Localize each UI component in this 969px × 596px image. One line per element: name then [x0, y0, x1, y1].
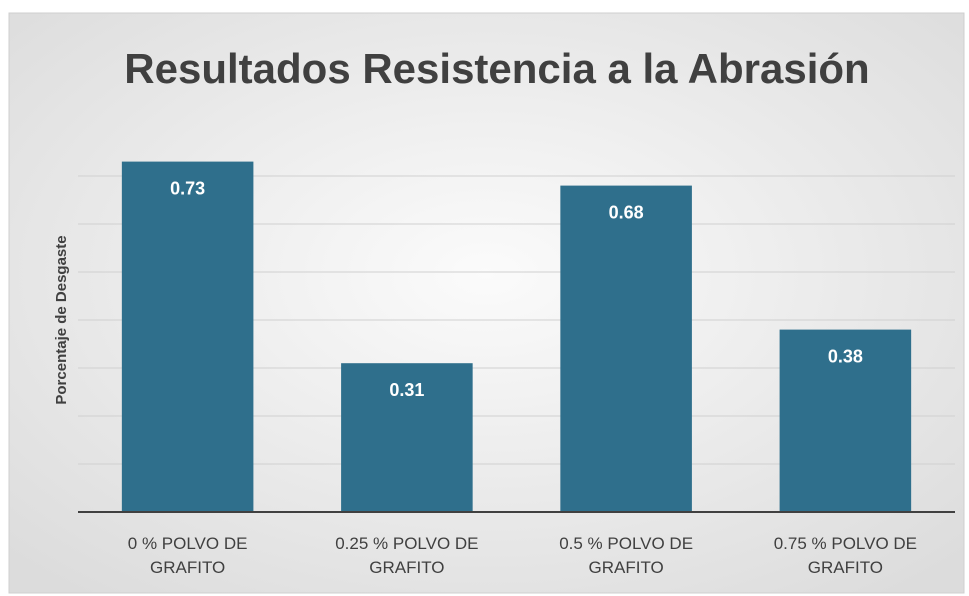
y-axis-label: Porcentaje de Desgaste: [53, 235, 70, 404]
data-label: 0.68: [609, 202, 644, 222]
x-tick-label: 0.75 % POLVO DE GRAFITO: [773, 534, 918, 577]
bar: [341, 363, 473, 512]
x-tick-label: 0.5 % POLVO DE GRAFITO: [559, 534, 694, 577]
chart-title: Resultados Resistencia a la Abrasión: [124, 45, 869, 92]
x-tick-label: 0 % POLVO DE GRAFITO: [127, 534, 248, 577]
data-label: 0.38: [828, 346, 863, 366]
x-tick-label: 0.25 % POLVO DE GRAFITO: [335, 534, 479, 577]
bar: [779, 329, 912, 512]
data-label: 0.73: [170, 178, 205, 198]
data-label: 0.31: [389, 380, 424, 400]
bar: [560, 185, 692, 512]
bar: [121, 161, 254, 512]
